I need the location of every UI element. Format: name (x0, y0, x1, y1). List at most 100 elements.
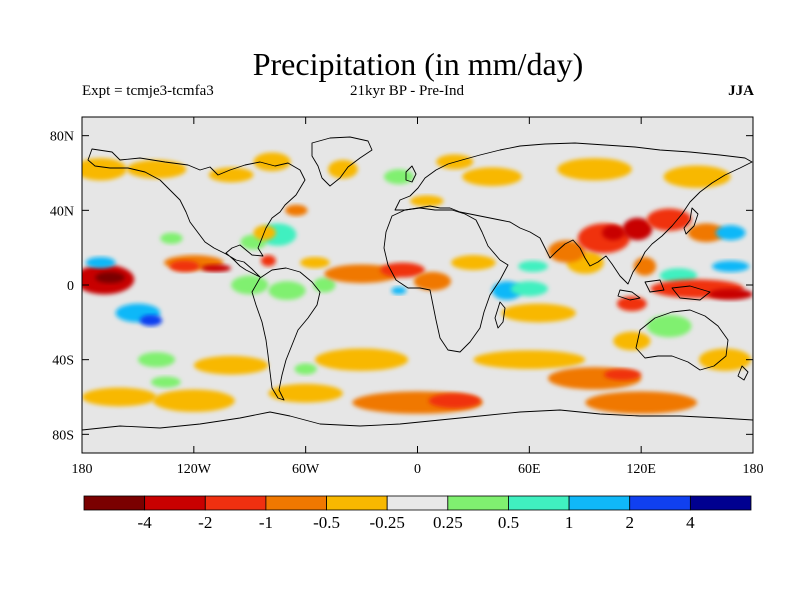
anomaly-region (633, 257, 657, 276)
colorbar-label: 2 (625, 513, 634, 532)
anomaly-region (646, 208, 692, 231)
colorbar-label: -4 (138, 513, 153, 532)
anomaly-region (294, 363, 317, 375)
anomaly-region (328, 159, 358, 179)
colorbar-label: 4 (686, 513, 695, 532)
anomaly-region (260, 255, 276, 267)
anomaly-region (208, 167, 254, 183)
anomaly-region (715, 225, 746, 241)
chart-title: Precipitation (in mm/day) (252, 46, 584, 82)
lon-tick-label: 60W (292, 462, 320, 477)
anomaly-region (253, 152, 291, 172)
anomaly-region (577, 223, 630, 254)
colorbar-swatch (326, 495, 388, 511)
longitude-axis: 180 120W 60W 0 60E 120E 180 (72, 117, 764, 477)
colorbar-swatch (386, 495, 449, 511)
anomaly-region (622, 217, 653, 241)
colorbar-swatch (629, 495, 691, 511)
colorbar-swatch (447, 495, 509, 511)
anomaly-region (391, 286, 407, 295)
anomaly-region (169, 260, 200, 272)
anomaly-region (313, 277, 336, 293)
anomaly-region (510, 281, 548, 297)
season-label: JJA (728, 83, 754, 99)
lon-tick-label: 120E (626, 462, 656, 477)
anomaly-region (518, 260, 548, 272)
coastline-antarctica (82, 409, 753, 431)
lon-tick-label: 120W (177, 462, 212, 477)
coastline-indonesia (617, 279, 711, 301)
anomaly-region (85, 257, 116, 269)
lon-tick-label: 180 (72, 462, 93, 477)
anomaly-region (616, 296, 647, 312)
colorbar-label: -1 (259, 513, 273, 532)
anomaly-region (501, 303, 576, 323)
coastline-madagascar (494, 301, 506, 329)
anomaly-region (82, 387, 157, 407)
lat-tick-label: 40N (50, 204, 74, 219)
lat-tick-label: 0 (67, 279, 74, 294)
anomaly-region (82, 158, 127, 181)
anomaly-region (602, 225, 625, 241)
lat-tick-label: 80N (50, 130, 74, 145)
colorbar-swatch (265, 495, 327, 511)
latitude-axis: 80N 40N 0 40S 80S (50, 130, 753, 443)
coastline-north-america (87, 148, 306, 278)
colorbar-swatch (508, 495, 570, 511)
coastline-new-zealand (737, 365, 749, 381)
anomaly-region (380, 262, 425, 278)
anomaly-region (646, 314, 692, 338)
experiment-label: Expt = tcmje3-tcmfa3 (82, 83, 214, 99)
anomaly-region (711, 260, 750, 272)
anomaly-region (473, 350, 586, 369)
anomaly-region (268, 281, 306, 300)
anomaly-region (413, 271, 452, 291)
colorbar-label: -2 (198, 513, 212, 532)
colorbar-swatch (204, 495, 267, 511)
colorbar-swatch (144, 495, 206, 511)
anomaly-region (451, 255, 496, 271)
anomaly-region (708, 288, 753, 300)
coastline-south-america (251, 267, 321, 401)
coastline-australia (635, 309, 729, 371)
coastline-africa (383, 207, 509, 353)
lon-tick-label: 180 (743, 462, 764, 477)
anomaly-region (300, 257, 330, 269)
colorbar: -4 -2 -1 -0.5 -0.25 0.25 0.5 1 2 4 (83, 495, 752, 532)
lat-tick-label: 80S (52, 428, 74, 443)
anomaly-region (383, 169, 414, 185)
colorbar-label: 1 (565, 513, 574, 532)
anomaly-region (547, 240, 586, 263)
coastline-eurasia (394, 142, 753, 285)
anomaly-region (253, 225, 276, 241)
anomaly-region (160, 232, 183, 244)
anomaly-region (663, 165, 731, 188)
colorbar-label: 0.5 (498, 513, 519, 532)
lat-tick-label: 40S (52, 354, 74, 369)
anomaly-region (324, 264, 399, 284)
anomaly-region (95, 271, 125, 284)
lon-tick-label: 0 (414, 462, 421, 477)
coastline-britain (405, 165, 417, 183)
lon-tick-label: 60E (518, 462, 541, 477)
colorbar-label: -0.25 (369, 513, 404, 532)
period-label: 21kyr BP - Pre-Ind (350, 83, 465, 99)
anomaly-region (193, 355, 269, 375)
anomaly-region (126, 159, 187, 179)
anomaly-region (268, 383, 343, 403)
anomaly-region (585, 391, 698, 414)
anomaly-region (285, 204, 308, 216)
colorbar-swatch (689, 495, 752, 511)
anomaly-region (410, 195, 444, 207)
anomaly-region (314, 348, 409, 371)
anomaly-region (698, 348, 752, 371)
anomaly-region (557, 158, 632, 181)
anomaly-region (137, 352, 176, 368)
anomaly-region (150, 376, 181, 388)
anomaly-region (428, 393, 481, 409)
anomaly-region (231, 275, 269, 295)
anomaly-region (201, 264, 232, 272)
coastline-layer (82, 136, 753, 431)
colorbar-label: 0.25 (433, 513, 463, 532)
